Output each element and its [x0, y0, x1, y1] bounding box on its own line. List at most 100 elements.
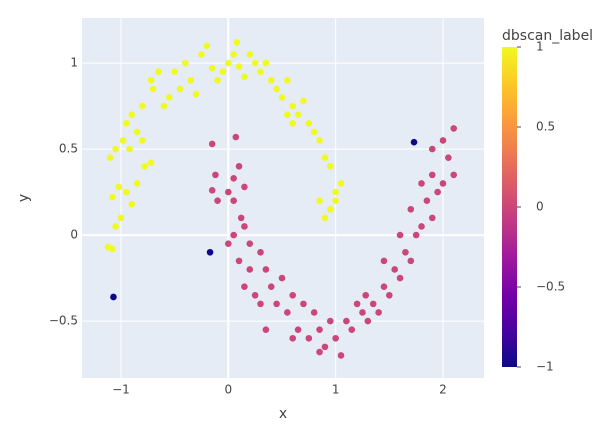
point	[332, 334, 339, 342]
point	[128, 111, 135, 118]
point	[284, 111, 291, 118]
point	[428, 145, 436, 153]
point	[126, 145, 133, 153]
point	[316, 348, 323, 356]
point	[310, 128, 318, 136]
point	[225, 59, 232, 67]
x-axis-title: x	[279, 406, 287, 422]
point	[171, 68, 178, 75]
point	[300, 97, 307, 105]
point	[418, 180, 425, 187]
point	[310, 309, 318, 316]
point	[326, 162, 334, 170]
point	[123, 188, 130, 196]
point	[418, 223, 425, 230]
y-tick-label: 0	[70, 228, 78, 242]
point	[133, 128, 141, 136]
point	[294, 111, 302, 118]
point	[332, 197, 339, 204]
point	[321, 214, 329, 222]
y-tick-label: 0.5	[59, 142, 78, 156]
point	[410, 138, 418, 146]
point	[294, 326, 302, 333]
point	[262, 59, 270, 67]
point	[380, 283, 388, 290]
y-axis-title: y	[16, 194, 32, 202]
point	[206, 248, 214, 256]
point	[208, 64, 216, 72]
point	[273, 300, 280, 308]
point	[257, 248, 264, 256]
point	[289, 334, 297, 342]
point	[257, 300, 264, 308]
point	[337, 352, 345, 359]
colorbar-tick-label: −0.5	[536, 280, 565, 294]
point	[187, 76, 195, 84]
point	[225, 188, 232, 196]
point	[407, 205, 415, 213]
point	[412, 231, 420, 239]
point	[241, 283, 248, 290]
point	[332, 188, 339, 196]
x-tick-label: 0	[224, 383, 232, 397]
point	[316, 326, 323, 333]
point	[208, 187, 216, 194]
point	[428, 171, 436, 179]
point	[326, 317, 334, 325]
x-tick-label: −1	[112, 383, 130, 397]
point	[262, 266, 270, 273]
point	[450, 125, 458, 132]
point	[267, 283, 275, 290]
point	[155, 68, 162, 75]
point	[450, 171, 458, 179]
point	[289, 291, 297, 299]
point	[337, 180, 345, 187]
point	[241, 223, 248, 230]
point	[165, 94, 173, 101]
point	[112, 223, 119, 230]
point	[230, 51, 237, 58]
point	[106, 154, 114, 161]
point	[284, 309, 291, 316]
point	[257, 68, 264, 75]
point	[316, 197, 323, 204]
point	[321, 343, 329, 351]
point	[128, 200, 135, 208]
point	[246, 51, 254, 58]
point	[139, 137, 146, 144]
point	[237, 214, 245, 222]
point	[109, 193, 116, 201]
y-tick-label: 1	[70, 56, 78, 70]
point	[278, 94, 286, 101]
point	[289, 119, 297, 127]
point	[198, 51, 205, 58]
point	[316, 137, 323, 144]
colorbar-tick-label: 0	[536, 200, 544, 214]
point	[278, 274, 286, 282]
point	[348, 326, 356, 333]
point	[267, 76, 275, 84]
point	[380, 257, 388, 265]
point	[305, 334, 313, 342]
point	[119, 137, 127, 144]
point	[241, 183, 248, 191]
colorbar-title: dbscan_label	[502, 28, 593, 44]
colorbar-tick-label: −1	[536, 360, 554, 374]
point	[192, 90, 200, 98]
point	[439, 137, 447, 144]
point	[375, 309, 382, 316]
point	[235, 63, 243, 70]
point	[402, 248, 409, 256]
point	[364, 317, 372, 325]
y-tick-label: −0.5	[49, 314, 78, 328]
point	[133, 180, 141, 187]
point	[262, 326, 270, 333]
point	[300, 300, 307, 308]
point	[115, 183, 123, 191]
point	[326, 205, 334, 213]
point	[141, 162, 148, 170]
point	[241, 73, 248, 81]
point	[230, 175, 237, 182]
point	[273, 85, 280, 93]
point	[212, 171, 219, 179]
